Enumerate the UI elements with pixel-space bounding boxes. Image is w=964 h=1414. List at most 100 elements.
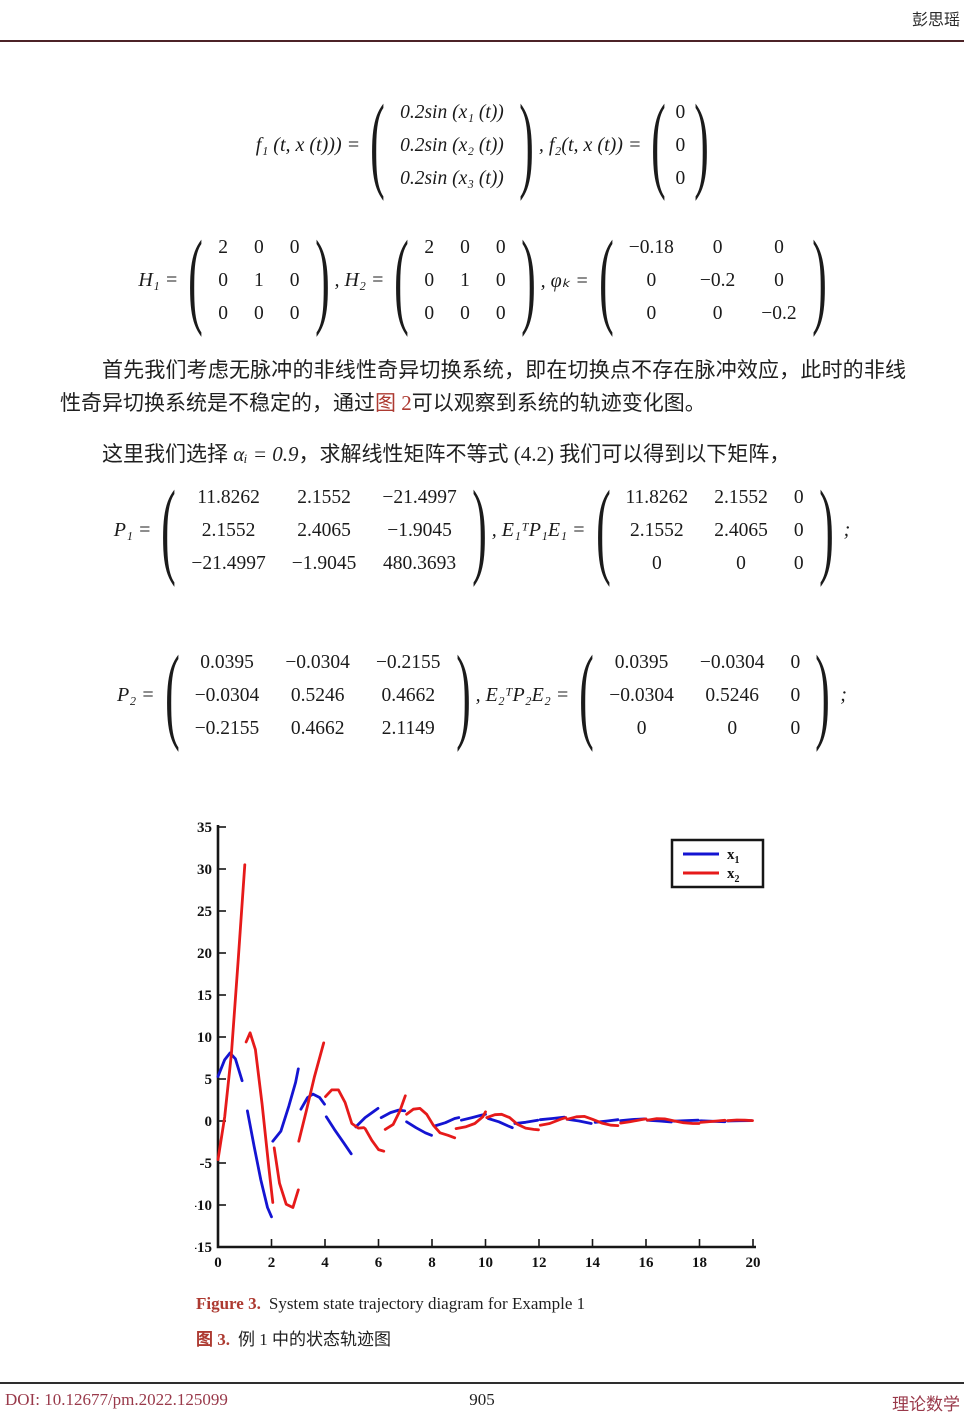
y-tick-label: 20 [197, 946, 212, 962]
right-paren: ) [815, 636, 831, 755]
x-tick-label: 18 [692, 1255, 707, 1271]
matrix-cell: 0 [736, 553, 746, 574]
matrix-cell: 2.1149 [381, 718, 435, 739]
y-tick-label: 25 [197, 904, 212, 920]
x-tick-label: 2 [268, 1255, 276, 1271]
equation-P2: P₂ = (0.0395 −0.0304 −0.2155 −0.0304 0.5246 0… [0, 633, 964, 758]
matrix-cell: −0.0304 [699, 652, 765, 673]
footer-rule [0, 1382, 964, 1384]
matrix-cell: 0 [790, 652, 801, 673]
matrix-cell: −0.0304 [285, 652, 350, 673]
alpha-value: αᵢ = 0.9 [233, 442, 299, 466]
matrix: (0.0395 −0.0304 −0.2155 −0.0304 0.5246 0.4662… [165, 642, 471, 749]
right-paren: ) [520, 221, 536, 340]
math-text: , E₂ᵀP₂E₂ = [475, 684, 575, 706]
matrix-cell: 0 [289, 270, 300, 291]
matrix-cell: 0 [289, 303, 300, 324]
y-tick-label: 35 [197, 820, 212, 836]
matrix-cell: 0.2sin (x₃ (t)) [400, 167, 504, 189]
matrix-cell: 2 [218, 237, 229, 258]
matrix: (0 0 0) [651, 91, 709, 198]
figure2-link[interactable]: 图 2 [375, 391, 412, 415]
y-tick-label: -5 [200, 1156, 213, 1172]
matrix-cell: 0 [495, 270, 506, 291]
matrix-cell: 2.4065 [714, 520, 768, 541]
x-tick-label: 12 [532, 1255, 547, 1271]
series-x2-segment [383, 1094, 407, 1131]
matrix-cell: 0 [218, 303, 229, 324]
matrix-cell: 0.2sin (x₂ (t)) [400, 134, 504, 156]
matrix-cell: 2 [424, 237, 435, 258]
matrix-cell: 0.0395 [200, 652, 254, 673]
series-x2-segment [619, 1117, 648, 1125]
series-x1-segment [538, 1115, 566, 1122]
matrix-cell: 0 [289, 237, 300, 258]
matrix-cell: 0 [424, 270, 435, 291]
figure-3: 35302520151050-5-10-1502468101214161820x… [192, 815, 770, 1287]
matrix-cell: 1 [254, 270, 264, 291]
matrix-cell: 0 [793, 553, 804, 574]
matrix-cell: 0 [793, 487, 804, 508]
matrix-cell: 0 [790, 685, 801, 706]
series-x2-segment [216, 863, 247, 1162]
matrix-cell: 0 [646, 303, 657, 324]
math-text: , H₂ = [334, 269, 390, 291]
series-x1-segment [216, 1051, 244, 1083]
series-x2-segment [363, 1127, 386, 1153]
left-paren: ( [595, 471, 611, 590]
x-tick-label: 16 [639, 1255, 655, 1271]
paragraph-1: 首先我们考虑无脉冲的非线性奇异切换系统，即在切换点不存在脉冲效应，此时的非线性奇… [60, 354, 906, 420]
right-paren: ) [314, 221, 330, 340]
math-text: , φₖ = [540, 270, 594, 292]
matrix-cell: 0 [727, 718, 738, 739]
figure-text-zh: 例 1 中的状态轨迹图 [238, 1330, 391, 1349]
matrix-cell: 0.0395 [614, 652, 669, 673]
footer: DOI: 10.12677/pm.2022.125099 905 理论数学 [0, 1390, 964, 1414]
series-x2-segment [538, 1116, 568, 1127]
series-x1-segment [354, 1106, 380, 1129]
left-paren: ( [161, 471, 177, 590]
matrix-cell: −0.0304 [194, 685, 260, 706]
matrix-cell: 480.3693 [383, 553, 457, 574]
right-paren: ) [518, 86, 534, 204]
matrix-cell: 0 [254, 237, 264, 258]
left-paren: ( [651, 86, 667, 204]
matrix: (11.8262 2.1552 0 2.1552 2.4065 0 0 0 0) [596, 477, 834, 584]
series-x1-segment [246, 1109, 273, 1219]
matrix-cell: 0 [712, 237, 723, 258]
matrix-cell: 11.8262 [625, 487, 689, 508]
matrix-cell: 2.1552 [297, 487, 351, 508]
page-number: 905 [469, 1390, 495, 1409]
equation-P1: P₁ = (11.8262 2.1552 −21.4997 2.1552 2.4065 −… [0, 468, 964, 593]
matrix: (2 0 0 0 1 0 0 0 0) [394, 227, 536, 334]
matrix-cell: −0.2 [699, 270, 736, 291]
matrix-cell: 0 [460, 237, 470, 258]
series-x2-segment [324, 1088, 366, 1130]
matrix-cell: 0 [424, 303, 435, 324]
figure-text-en: System state trajectory diagram for Exam… [268, 1294, 586, 1313]
matrix-cell: 0 [712, 303, 723, 324]
x-tick-label: 6 [375, 1255, 383, 1271]
matrix-cell: 1 [460, 270, 470, 291]
series-x1-segment [324, 1115, 353, 1156]
y-tick-label: -10 [195, 1198, 212, 1214]
math-text: ; [838, 519, 851, 541]
matrix-cell: 0 [675, 134, 686, 156]
matrix-cell: −0.18 [628, 237, 674, 258]
matrix-cell: 0 [646, 270, 657, 291]
matrix: (0.2sin (x₁ (t)) 0.2sin (x₂ (t)) 0.2sin (x… [370, 91, 534, 198]
matrix-cell: 0 [218, 270, 229, 291]
matrix-cell: −21.4997 [382, 487, 457, 508]
series-x2-segment [726, 1118, 754, 1123]
journal-name: 理论数学 [892, 1395, 960, 1414]
x-tick-label: 10 [478, 1255, 493, 1271]
math-text: , E₁ᵀP₁E₁ = [491, 519, 591, 541]
doi-link[interactable]: DOI: 10.12677/pm.2022.125099 [5, 1390, 228, 1409]
y-tick-label: 30 [197, 862, 212, 878]
right-paren: ) [471, 471, 487, 590]
matrix-cell: −0.0304 [609, 685, 674, 706]
math-text: H₁ = [138, 269, 184, 291]
x-tick-label: 14 [585, 1255, 601, 1271]
x-tick-label: 8 [428, 1255, 436, 1271]
